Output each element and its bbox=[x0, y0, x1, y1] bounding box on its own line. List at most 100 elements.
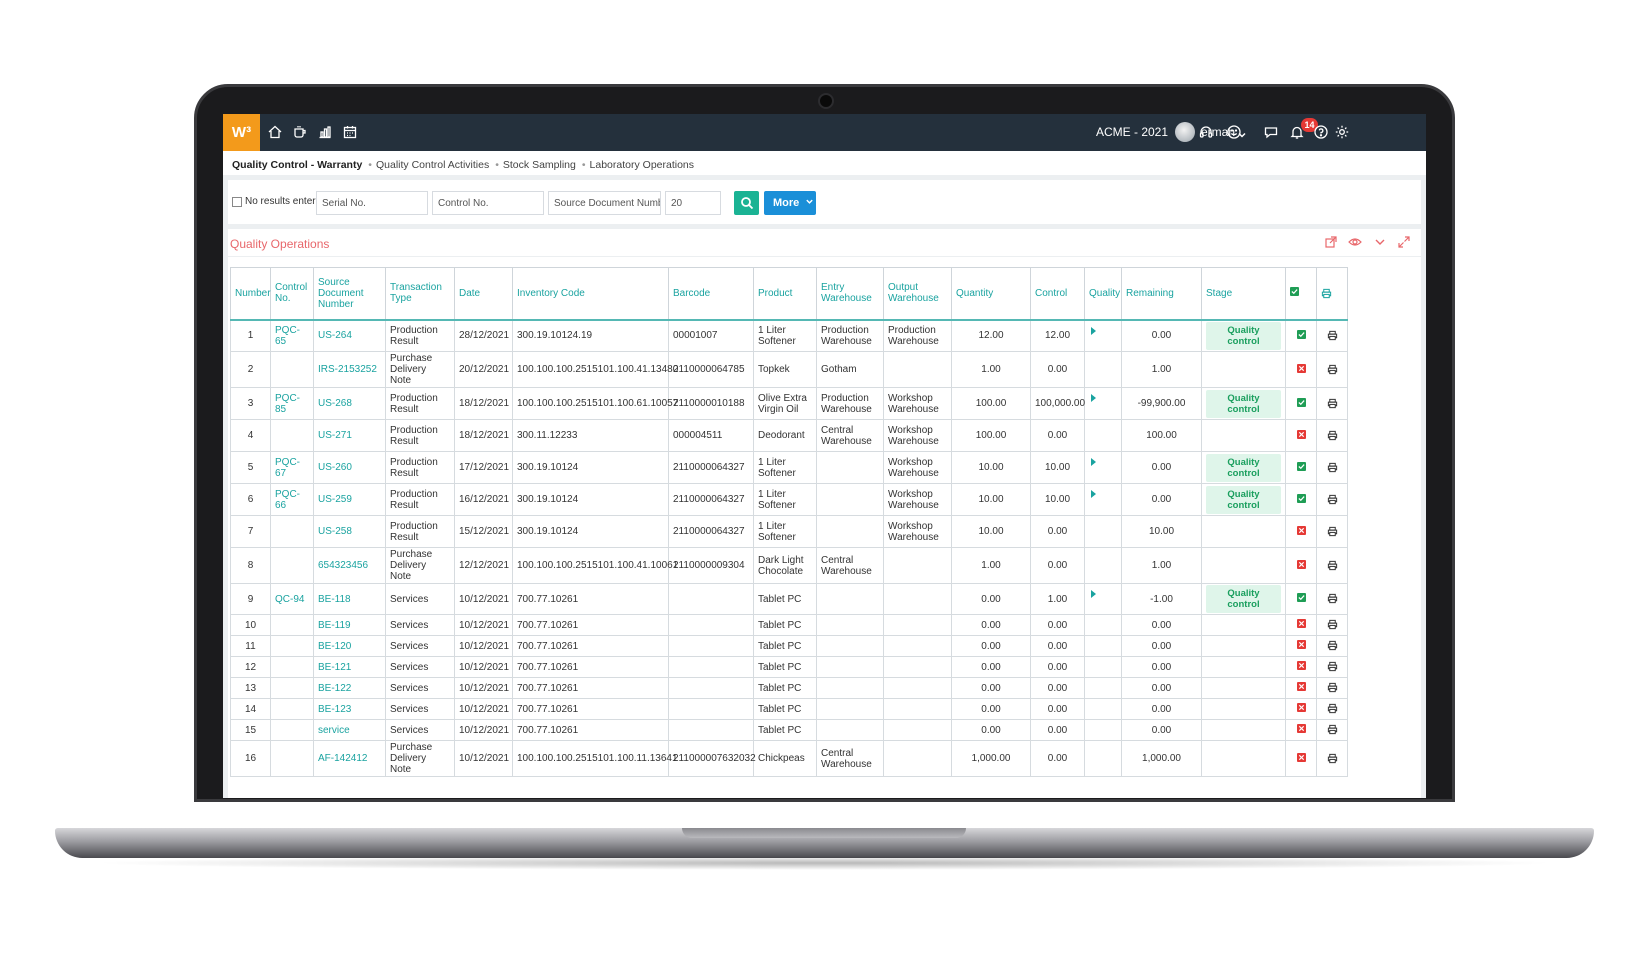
cell-control-no[interactable] bbox=[270, 656, 314, 678]
col-header-transaction-type[interactable]: Transaction Type bbox=[385, 267, 455, 321]
col-header-print[interactable] bbox=[1316, 267, 1348, 321]
cell-print[interactable] bbox=[1316, 515, 1348, 548]
export-icon[interactable] bbox=[1324, 235, 1338, 249]
cell-source-document[interactable]: US-268 bbox=[313, 387, 386, 420]
table-row[interactable]: 3 PQC-85 US-268 Production Result 18/12/2021… bbox=[230, 387, 1348, 420]
cell-status[interactable] bbox=[1285, 451, 1317, 484]
cell-print[interactable] bbox=[1316, 719, 1348, 741]
no-results-checkbox[interactable] bbox=[232, 197, 242, 207]
print-icon[interactable] bbox=[1327, 330, 1338, 341]
calendar-icon[interactable] bbox=[342, 124, 358, 140]
cell-status[interactable] bbox=[1285, 740, 1317, 777]
print-icon[interactable] bbox=[1327, 753, 1338, 764]
cell-status[interactable] bbox=[1285, 656, 1317, 678]
cell-print[interactable] bbox=[1316, 677, 1348, 699]
col-header-quantity[interactable]: Quantity bbox=[951, 267, 1031, 321]
cell-source-document[interactable]: IRS-2153252 bbox=[313, 351, 386, 388]
table-row[interactable]: 16 AF-142412 Purchase Delivery Note 10/12/2… bbox=[230, 740, 1348, 777]
cell-control-no[interactable]: PQC-65 bbox=[270, 319, 314, 352]
cell-status[interactable] bbox=[1285, 677, 1317, 699]
print-icon[interactable] bbox=[1327, 704, 1338, 715]
cell-status[interactable] bbox=[1285, 387, 1317, 420]
cell-status[interactable] bbox=[1285, 547, 1317, 584]
print-icon[interactable] bbox=[1327, 725, 1338, 736]
cross-icon[interactable] bbox=[1296, 363, 1306, 373]
cell-source-document[interactable]: US-258 bbox=[313, 515, 386, 548]
cross-icon[interactable] bbox=[1296, 682, 1306, 691]
breadcrumb-link-stock-sampling[interactable]: Stock Sampling bbox=[502, 159, 576, 171]
cell-status[interactable] bbox=[1285, 583, 1317, 615]
company-selector[interactable]: ACME - 2021 bbox=[1096, 125, 1169, 139]
col-header-status[interactable] bbox=[1285, 267, 1317, 321]
gear-icon[interactable] bbox=[1334, 124, 1350, 140]
cross-icon[interactable] bbox=[1296, 752, 1306, 762]
print-icon[interactable] bbox=[1327, 462, 1338, 473]
print-icon[interactable] bbox=[1327, 620, 1338, 631]
col-header-source-document[interactable]: Source Document Number bbox=[313, 267, 386, 321]
cell-source-document[interactable]: BE-120 bbox=[313, 635, 386, 657]
col-header-output-warehouse[interactable]: Output Warehouse bbox=[883, 267, 952, 321]
cell-status[interactable] bbox=[1285, 635, 1317, 657]
more-button[interactable]: More bbox=[764, 191, 816, 215]
col-header-quality[interactable]: Quality bbox=[1084, 267, 1122, 321]
print-icon[interactable] bbox=[1327, 662, 1338, 673]
cell-print[interactable] bbox=[1316, 483, 1348, 516]
cell-print[interactable] bbox=[1316, 740, 1348, 777]
cell-source-document[interactable]: 654323456 bbox=[313, 547, 386, 584]
check-icon[interactable] bbox=[1296, 493, 1306, 503]
print-icon[interactable] bbox=[1327, 398, 1338, 409]
cell-status[interactable] bbox=[1285, 351, 1317, 388]
chat-icon[interactable] bbox=[1263, 124, 1279, 140]
cell-print[interactable] bbox=[1316, 583, 1348, 615]
cell-control-no[interactable]: QC-94 bbox=[270, 583, 314, 615]
cell-status[interactable] bbox=[1285, 614, 1317, 636]
cell-status[interactable] bbox=[1285, 698, 1317, 720]
table-row[interactable]: 8 654323456 Purchase Delivery Note 12/12/20… bbox=[230, 547, 1348, 584]
table-row[interactable]: 6 PQC-66 US-259 Production Result 16/12/2021… bbox=[230, 483, 1348, 516]
table-row[interactable]: 15 service Services 10/12/2021 700.77.10261 T… bbox=[230, 719, 1348, 741]
cell-status[interactable] bbox=[1285, 319, 1317, 352]
cell-print[interactable] bbox=[1316, 387, 1348, 420]
cell-source-document[interactable]: US-264 bbox=[313, 319, 386, 352]
avatar[interactable] bbox=[1175, 122, 1195, 142]
cell-control-no[interactable] bbox=[270, 698, 314, 720]
page-size-field[interactable]: 20 bbox=[665, 191, 721, 215]
table-row[interactable]: 13 BE-122 Services 10/12/2021 700.77.10261 Ta… bbox=[230, 677, 1348, 699]
expand-icon[interactable] bbox=[1397, 235, 1411, 249]
cross-icon[interactable] bbox=[1296, 559, 1306, 569]
col-header-control-no[interactable]: Control No. bbox=[270, 267, 314, 321]
cross-icon[interactable] bbox=[1296, 525, 1306, 535]
smile-icon[interactable] bbox=[1226, 124, 1242, 140]
col-header-date[interactable]: Date bbox=[454, 267, 513, 321]
breadcrumb-link-activities[interactable]: Quality Control Activities bbox=[375, 159, 490, 171]
check-icon[interactable] bbox=[1296, 461, 1306, 471]
cell-source-document[interactable]: US-271 bbox=[313, 419, 386, 452]
cell-source-document[interactable]: BE-123 bbox=[313, 698, 386, 720]
col-header-inventory-code[interactable]: Inventory Code bbox=[512, 267, 669, 321]
chart-icon[interactable] bbox=[317, 124, 333, 140]
table-row[interactable]: 2 IRS-2153252 Purchase Delivery Note 20/12/… bbox=[230, 351, 1348, 388]
play-icon[interactable] bbox=[1091, 590, 1096, 598]
print-icon[interactable] bbox=[1327, 560, 1338, 571]
cross-icon[interactable] bbox=[1296, 703, 1306, 712]
headset-icon[interactable] bbox=[1198, 124, 1214, 140]
cell-control-no[interactable] bbox=[270, 635, 314, 657]
print-icon[interactable] bbox=[1327, 430, 1338, 441]
table-row[interactable]: 9 QC-94 BE-118 Services 10/12/2021 700.77.102… bbox=[230, 583, 1348, 615]
check-icon[interactable] bbox=[1296, 329, 1306, 339]
play-icon[interactable] bbox=[1091, 490, 1096, 498]
cell-print[interactable] bbox=[1316, 547, 1348, 584]
eye-icon[interactable] bbox=[1348, 235, 1362, 249]
cell-control-no[interactable] bbox=[270, 677, 314, 699]
serial-no-field[interactable]: Serial No. bbox=[316, 191, 428, 215]
print-icon[interactable] bbox=[1327, 683, 1338, 694]
cell-status[interactable] bbox=[1285, 483, 1317, 516]
cell-print[interactable] bbox=[1316, 351, 1348, 388]
cell-source-document[interactable]: US-259 bbox=[313, 483, 386, 516]
cell-control-no[interactable] bbox=[270, 515, 314, 548]
cell-control-no[interactable] bbox=[270, 419, 314, 452]
print-icon[interactable] bbox=[1327, 594, 1338, 605]
home-icon[interactable] bbox=[267, 124, 283, 140]
table-row[interactable]: 14 BE-123 Services 10/12/2021 700.77.10261 Ta… bbox=[230, 698, 1348, 720]
cross-icon[interactable] bbox=[1296, 724, 1306, 733]
